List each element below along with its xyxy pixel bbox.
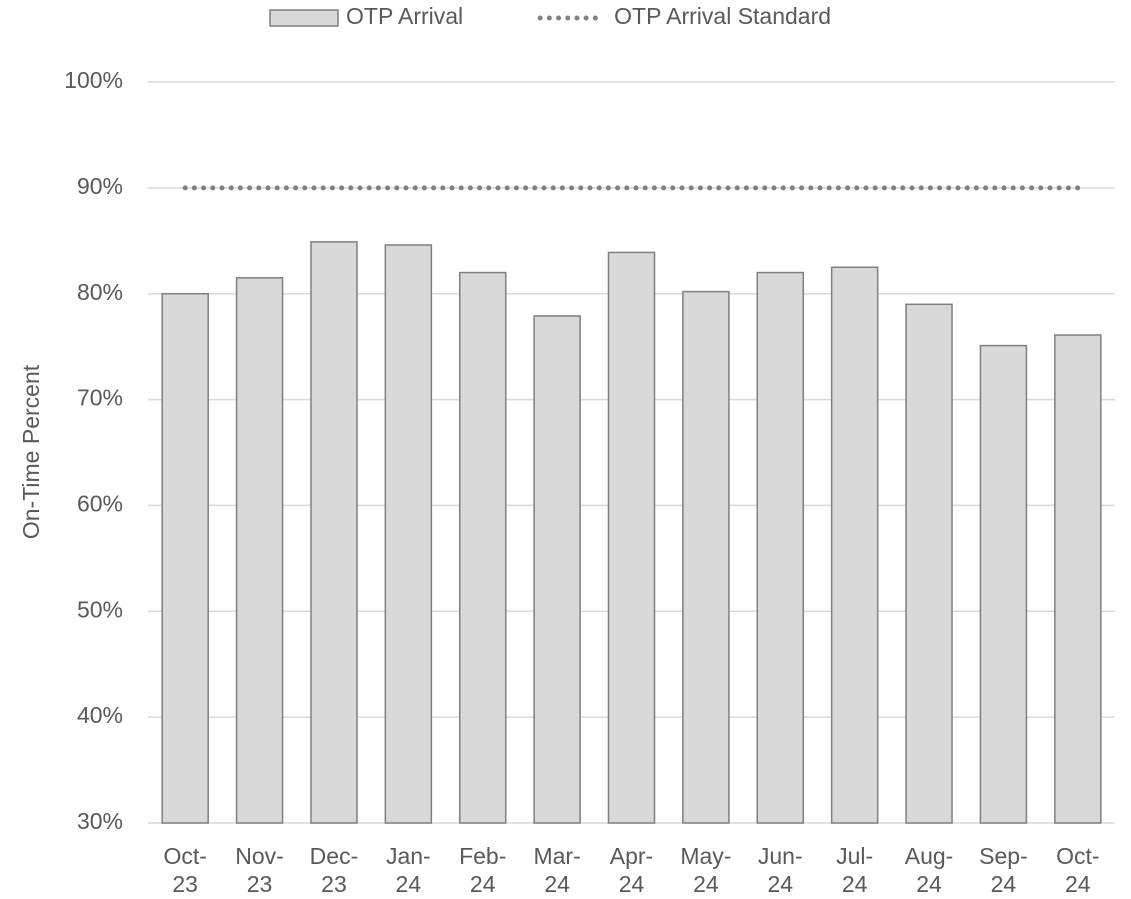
y-tick-label: 100% — [64, 67, 123, 93]
bar — [1054, 334, 1102, 824]
x-tick-label: May-24 — [680, 843, 731, 897]
bar — [830, 266, 879, 824]
legend-label: OTP Arrival — [346, 3, 463, 29]
bar — [682, 290, 730, 824]
legend-swatch — [269, 9, 339, 27]
y-axis-label: On-Time Percent — [18, 364, 44, 539]
bar — [905, 303, 953, 824]
bar — [161, 292, 209, 824]
x-tick-label: Mar-24 — [533, 843, 580, 897]
x-tick-label: Oct-24 — [1056, 843, 1099, 897]
x-tick-label: Sep-24 — [979, 843, 1028, 897]
bar — [607, 251, 656, 824]
bar — [533, 315, 581, 824]
x-tick-label: Jan-24 — [386, 843, 431, 897]
y-tick-label: 50% — [77, 596, 123, 622]
x-tick-label: Feb-24 — [459, 843, 506, 897]
bar — [979, 344, 1028, 824]
y-tick-label: 30% — [77, 808, 123, 834]
y-tick-label: 90% — [77, 173, 123, 199]
bar — [756, 271, 805, 824]
y-tick-label: 70% — [77, 385, 123, 411]
x-tick-label: Jul-24 — [836, 843, 873, 897]
x-tick-label: Oct-23 — [163, 843, 206, 897]
legend-label: OTP Arrival Standard — [614, 3, 831, 29]
y-tick-label: 40% — [77, 702, 123, 728]
y-tick-label: 60% — [77, 491, 123, 517]
bar — [310, 241, 358, 824]
bar — [458, 271, 507, 824]
x-tick-label: Dec-23 — [310, 843, 359, 897]
x-tick-label: Aug-24 — [905, 843, 954, 897]
bar — [235, 277, 284, 824]
bar — [384, 244, 433, 824]
y-tick-label: 80% — [77, 279, 123, 305]
x-tick-label: Jun-24 — [758, 843, 803, 897]
x-tick-label: Apr-24 — [610, 843, 653, 897]
x-tick-label: Nov-23 — [235, 843, 284, 897]
